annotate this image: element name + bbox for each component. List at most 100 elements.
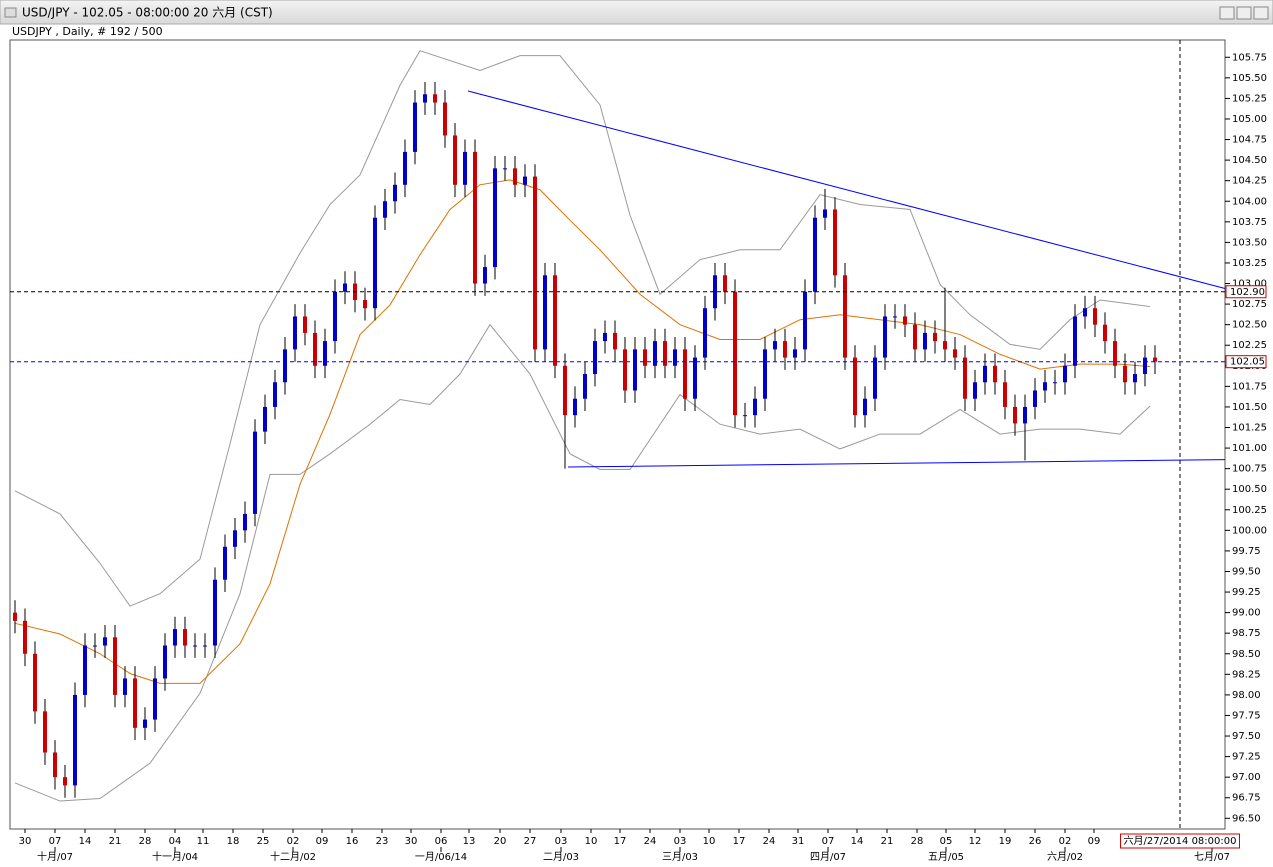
minimize-button[interactable]: [1219, 6, 1235, 20]
y-tick-label: 100.25: [1232, 505, 1267, 516]
cursor-box: [1119, 833, 1241, 849]
month-label: 二月/03: [543, 851, 579, 863]
y-tick-label: 100.50: [1232, 484, 1267, 495]
candle-body: [513, 168, 517, 185]
candle-body: [123, 678, 127, 695]
candle-body: [1123, 365, 1127, 383]
candle-body: [293, 316, 297, 350]
level-label: 102.05: [1230, 357, 1265, 368]
candle-body: [463, 151, 467, 185]
x-tick-label: 09: [316, 836, 329, 847]
x-tick-label: 17: [733, 836, 746, 847]
y-tick-label: 103.75: [1232, 217, 1267, 228]
candle-body: [413, 102, 417, 152]
x-tick-label: 26: [1029, 836, 1042, 847]
month-label: 三月/03: [662, 851, 698, 863]
y-tick-label: 101.75: [1232, 381, 1267, 392]
candle-body: [613, 332, 617, 350]
month-label: 十月/07: [37, 850, 73, 863]
x-tick-label: 17: [614, 836, 627, 847]
y-tick-label: 101.50: [1232, 402, 1267, 413]
candle-body: [783, 341, 787, 358]
candle-body: [943, 341, 947, 350]
candle-body: [843, 275, 847, 358]
candle-body: [563, 365, 567, 416]
candle-body: [23, 620, 27, 654]
month-label: 七月/07: [1194, 851, 1230, 863]
candle-body: [393, 184, 397, 202]
candle-body: [163, 645, 167, 679]
y-tick-label: 97.25: [1232, 752, 1261, 763]
candle-body: [183, 629, 187, 646]
y-tick-label: 103.00: [1232, 279, 1267, 290]
candle-body: [243, 513, 247, 531]
candle-body: [1003, 382, 1007, 407]
x-tick-label: 02: [287, 836, 300, 847]
y-tick-label: 102.75: [1232, 299, 1267, 310]
candle-body: [403, 151, 407, 185]
x-tick-label: 24: [644, 836, 657, 847]
candle-body: [1113, 341, 1117, 366]
y-tick-label: 105.25: [1232, 93, 1267, 104]
candle-body: [853, 357, 857, 416]
candle-body: [423, 94, 427, 103]
candle-body: [1033, 390, 1037, 407]
candle-body: [443, 102, 447, 136]
candle-body: [833, 209, 837, 276]
cursor-label: 六月/27/2014 08:00:00: [1123, 835, 1236, 847]
close-button[interactable]: [1253, 6, 1269, 20]
trend-line: [567, 459, 1226, 468]
y-tick-label: 96.50: [1232, 813, 1261, 824]
candle-body: [1063, 365, 1067, 383]
candle-body: [233, 530, 237, 547]
candle-body: [743, 415, 747, 417]
trend-line: [467, 90, 1226, 289]
month-label: 四月/07: [810, 851, 846, 863]
y-tick-label: 104.75: [1232, 135, 1267, 146]
x-tick-label: 24: [763, 836, 776, 847]
candle-body: [143, 719, 147, 728]
candle-body: [823, 209, 827, 218]
x-tick-label: 30: [19, 836, 32, 847]
month-label: 一月/06/14: [415, 851, 467, 863]
candle-body: [103, 637, 107, 646]
x-tick-label: 02: [1059, 836, 1072, 847]
candle-body: [643, 349, 647, 366]
candle-body: [693, 357, 697, 399]
candle-body: [583, 374, 587, 399]
candle-body: [963, 357, 967, 399]
y-tick-label: 99.00: [1232, 608, 1261, 619]
y-tick-label: 105.50: [1232, 73, 1267, 84]
candle-body: [813, 217, 817, 292]
candle-body: [343, 283, 347, 292]
candle-body: [493, 168, 497, 268]
candle-body: [973, 382, 977, 399]
candle-body: [1013, 406, 1017, 424]
candle-body: [223, 546, 227, 580]
candle-body: [153, 678, 157, 720]
x-tick-label: 16: [346, 836, 359, 847]
indicator-line: [14, 323, 1151, 802]
candle-body: [113, 637, 117, 695]
x-tick-label: 28: [139, 836, 152, 847]
candle-body: [753, 398, 757, 416]
candle-body: [863, 398, 867, 416]
candle-body: [1093, 308, 1097, 325]
candle-body: [543, 275, 547, 350]
y-tick-label: 104.25: [1232, 176, 1267, 187]
candle-body: [593, 341, 597, 375]
y-tick-label: 105.00: [1232, 114, 1267, 125]
x-tick-label: 03: [674, 836, 687, 847]
restore-button[interactable]: [1236, 6, 1252, 20]
candle-body: [723, 275, 727, 292]
candle-body: [683, 349, 687, 399]
candle-body: [483, 267, 487, 284]
candle-body: [43, 711, 47, 753]
x-tick-label: 14: [851, 836, 864, 847]
level-box: [1225, 285, 1267, 299]
candle-body: [933, 332, 937, 342]
candle-body: [903, 316, 907, 325]
candle-body: [803, 291, 807, 350]
